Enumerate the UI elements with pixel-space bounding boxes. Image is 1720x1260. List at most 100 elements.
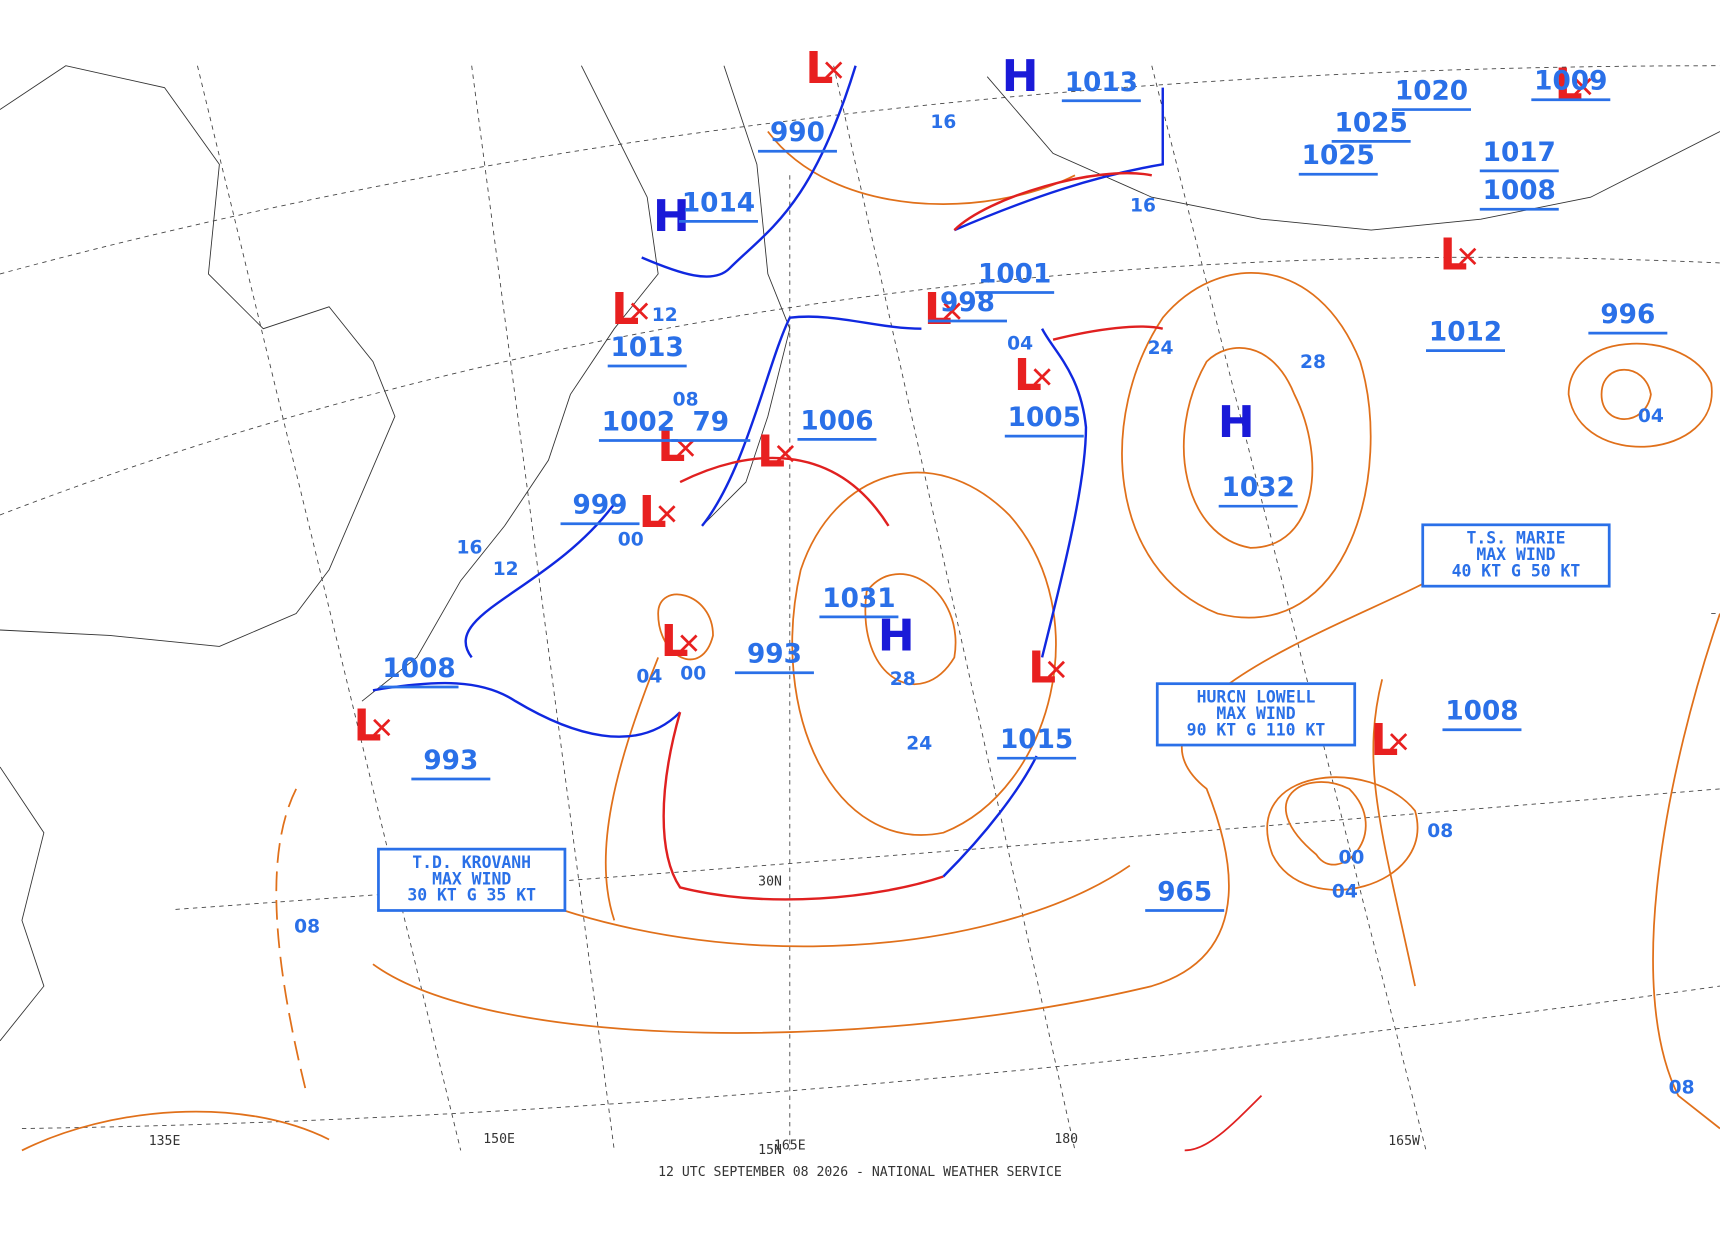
pressure-label: 1013 <box>1065 68 1138 98</box>
pressure-label: 990 <box>770 118 825 148</box>
pressure-label: 1005 <box>1008 403 1081 433</box>
isobar-label: 04 <box>1007 334 1033 355</box>
isobar-label: 04 <box>636 667 662 688</box>
isobar-label: 24 <box>1148 338 1174 359</box>
latitude-label: 15N <box>758 1143 782 1158</box>
low-center: L <box>661 616 689 667</box>
storm-text: 30 KT G 35 KT <box>407 886 536 905</box>
pressure-label: 79 <box>693 407 730 437</box>
low-center: L <box>1555 60 1583 111</box>
low-center: L <box>639 487 667 538</box>
low-center: L <box>924 284 952 335</box>
high-center: H <box>878 611 915 662</box>
pressure-label: 1001 <box>978 260 1051 290</box>
isobar-label: 08 <box>1669 1077 1695 1098</box>
coastlines <box>0 65 1720 1042</box>
low-center: L <box>757 427 785 478</box>
footer: 12 UTC SEPTEMBER 08 2026 - NATIONAL WEAT… <box>658 1165 1062 1180</box>
low-x <box>630 302 649 320</box>
pressure-label: 993 <box>747 640 802 670</box>
low-x <box>825 61 843 79</box>
pressure-label: 998 <box>940 288 995 318</box>
fronts <box>372 65 1263 1152</box>
isobars <box>21 130 1720 1152</box>
storm-text: HURCN LOWELL <box>1197 687 1316 706</box>
pressure-label: 1025 <box>1335 108 1408 138</box>
low-x <box>373 718 391 737</box>
longitude-label: 150E <box>483 1132 515 1147</box>
low-center: L <box>805 43 833 94</box>
pressure-label: 1031 <box>822 584 895 614</box>
isobar-label: 04 <box>1332 881 1358 902</box>
pressure-label: 1008 <box>382 654 455 684</box>
pressure-label: 1012 <box>1429 318 1502 348</box>
pressure-label: 1014 <box>682 188 755 218</box>
pressure-label: 996 <box>1600 300 1655 330</box>
storm-text: T.S. MARIE <box>1466 529 1565 548</box>
high-center: H <box>653 191 690 242</box>
graticule <box>0 65 1720 1151</box>
storm-box <box>1155 682 1357 747</box>
longitude-label: 165W <box>1388 1134 1420 1149</box>
isobar-label: 08 <box>673 389 699 410</box>
storm-text: MAX WIND <box>1216 704 1295 723</box>
pressure-label: 1009 <box>1534 67 1607 97</box>
pressure-label: 965 <box>1157 877 1212 907</box>
low-center: L <box>1014 350 1042 401</box>
storm-box <box>377 847 567 912</box>
high-center: H <box>1002 51 1039 102</box>
isobar-label: 16 <box>1130 195 1156 216</box>
pressure-label: 1015 <box>1000 725 1073 755</box>
low-x <box>1389 733 1408 751</box>
low-center: L <box>657 421 685 472</box>
pressure-label: 1008 <box>1483 176 1556 206</box>
pressure-label: 1020 <box>1395 77 1468 107</box>
isobar-label: 28 <box>890 669 916 690</box>
pressure-label: 993 <box>423 746 478 776</box>
pressure-label: 1032 <box>1222 473 1295 503</box>
low-x <box>1459 247 1477 266</box>
isobar-label: 24 <box>906 733 932 754</box>
pressure-label: 1013 <box>611 333 684 363</box>
low-center: L <box>1439 229 1467 280</box>
longitude-label: 135E <box>149 1134 181 1149</box>
low-x <box>676 439 695 457</box>
low-center: L <box>1370 715 1398 766</box>
isobar-label: 16 <box>930 112 956 133</box>
isobar-label: 00 <box>1338 847 1364 868</box>
storm-text: 90 KT G 110 KT <box>1187 720 1326 739</box>
latitude-label: 30N <box>758 875 782 890</box>
low-x <box>1574 77 1592 96</box>
low-x <box>1033 368 1051 386</box>
low-center: L <box>1028 643 1056 694</box>
isobar-label: 00 <box>618 530 644 551</box>
storm-text: MAX WIND <box>432 869 511 888</box>
pressure-label: 1017 <box>1483 138 1556 168</box>
low-center: L <box>611 284 639 335</box>
storm-box <box>1421 523 1611 588</box>
storm-text: MAX WIND <box>1476 545 1555 564</box>
isobar-label: 04 <box>1638 406 1664 427</box>
pressure-label: 1008 <box>1445 697 1518 727</box>
pressure-label: 1006 <box>800 406 873 436</box>
isobar-label: 08 <box>1427 821 1453 842</box>
storm-text: T.D. KROVANH <box>412 853 531 872</box>
low-x <box>658 505 676 523</box>
longitude-label: 180 <box>1054 1132 1078 1147</box>
isobar-label: 12 <box>493 559 519 580</box>
isobar-label: 28 <box>1300 352 1326 373</box>
low-x <box>776 444 795 463</box>
pressure-label: 1025 <box>1302 141 1375 171</box>
pressure-label: 1002 <box>602 407 675 437</box>
pressure-label: 999 <box>573 491 628 521</box>
high-center: H <box>1218 397 1255 448</box>
isobar-label: 12 <box>652 305 678 326</box>
low-center: L <box>353 701 381 752</box>
low-x <box>1047 660 1066 679</box>
low-x <box>680 634 698 652</box>
isobar-label: 00 <box>680 663 706 684</box>
low-x <box>943 302 961 320</box>
storm-text: 40 KT G 50 KT <box>1452 561 1581 580</box>
isobar-label: 08 <box>294 916 320 937</box>
